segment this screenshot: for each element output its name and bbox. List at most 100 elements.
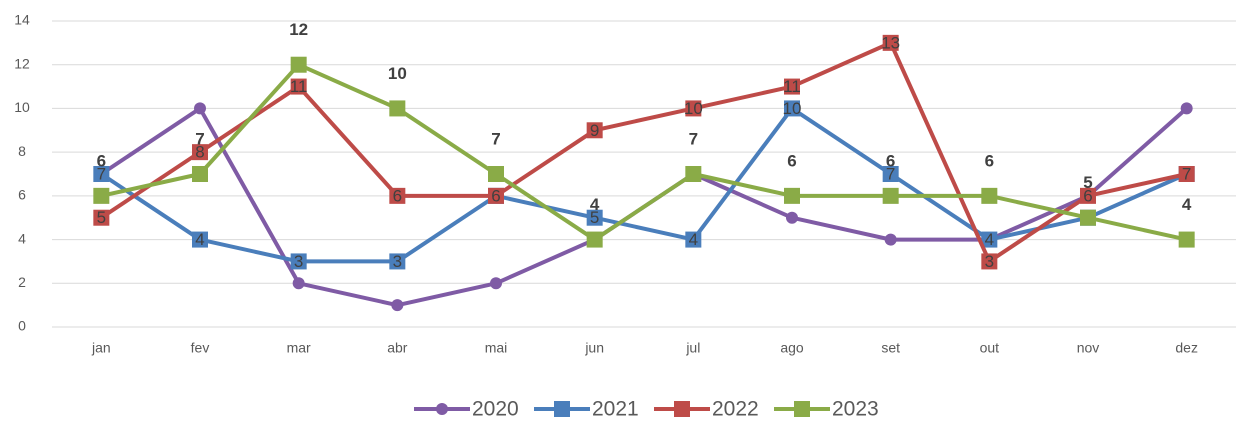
data-label: 11 (783, 77, 801, 96)
marker (93, 187, 110, 204)
legend-marker (794, 401, 810, 417)
data-label: 3 (985, 252, 994, 271)
marker (192, 144, 208, 161)
marker (882, 34, 899, 51)
data-label: 3 (294, 252, 303, 271)
x-tick-label: nov (1077, 340, 1100, 356)
data-label: 6 (1083, 186, 1092, 205)
marker (93, 209, 110, 226)
data-label: 11 (290, 77, 308, 96)
series (93, 56, 1195, 248)
data-label: 7 (195, 129, 204, 148)
marker (488, 187, 504, 204)
data-label: 9 (590, 121, 599, 140)
x-tick-label: out (980, 340, 1000, 356)
x-tick-label: fev (191, 340, 210, 356)
data-label: 10 (684, 99, 703, 118)
marker (194, 102, 206, 115)
x-tick-label: ago (780, 340, 804, 356)
data-label: 5 (590, 208, 599, 227)
marker (786, 211, 798, 224)
legend-marker (436, 403, 448, 415)
marker (884, 233, 897, 246)
marker (1080, 209, 1096, 226)
data-label: 5 (1083, 173, 1092, 192)
x-tick-label: jan (91, 340, 111, 356)
y-tick-label: 2 (18, 274, 26, 290)
marker (784, 187, 800, 204)
marker (290, 56, 307, 73)
legend-marker (674, 401, 690, 417)
marker (389, 100, 406, 117)
data-label: 3 (393, 252, 402, 271)
marker (981, 253, 998, 270)
marker (1178, 231, 1195, 248)
marker (685, 100, 702, 117)
marker (93, 166, 110, 182)
marker (292, 277, 305, 290)
data-label: 6 (97, 151, 106, 170)
x-tick-label: jul (685, 340, 700, 356)
data-label: 6 (886, 151, 895, 170)
data-label: 7 (886, 164, 895, 183)
marker (1178, 166, 1195, 182)
marker (488, 166, 504, 182)
data-label: 4 (689, 230, 698, 249)
data-label: 4 (195, 230, 204, 249)
data-label: 10 (783, 99, 802, 118)
marker (981, 187, 998, 204)
data-label: 4 (1182, 195, 1192, 214)
marker (784, 78, 800, 95)
data-label: 4 (985, 230, 994, 249)
data-label: 7 (689, 129, 698, 148)
series (93, 34, 1195, 270)
marker (784, 100, 800, 117)
data-label: 12 (289, 20, 308, 39)
marker (192, 166, 208, 182)
x-tick-label: dez (1175, 340, 1198, 356)
marker (685, 231, 702, 248)
line (100, 40, 1188, 264)
x-tick-label: mai (485, 340, 508, 356)
y-tick-label: 4 (18, 230, 26, 246)
x-tick-label: jun (584, 340, 604, 356)
y-tick-label: 8 (18, 143, 26, 159)
marker (192, 231, 208, 248)
legend-label: 2023 (832, 398, 879, 421)
x-tick-label: mar (287, 340, 311, 356)
data-label: 13 (881, 33, 900, 52)
marker (586, 231, 603, 248)
legend-item: 2023 (774, 398, 879, 421)
x-tick-label: set (881, 340, 900, 356)
marker (1180, 102, 1193, 115)
data-label: 4 (590, 195, 600, 214)
marker (490, 277, 502, 290)
legend-item: 2022 (654, 398, 759, 421)
data-label: 6 (393, 186, 402, 205)
legend-marker (554, 401, 570, 417)
marker (586, 209, 603, 226)
marker (685, 166, 702, 182)
data-label: 7 (1182, 164, 1191, 183)
marker (290, 78, 307, 95)
legend-label: 2020 (472, 398, 519, 421)
marker (586, 122, 603, 139)
line (100, 106, 1188, 264)
marker (882, 187, 899, 204)
marker (290, 253, 307, 270)
marker (981, 231, 998, 248)
data-label: 5 (97, 208, 106, 227)
marker (882, 166, 899, 182)
y-tick-label: 10 (14, 99, 30, 115)
line (100, 62, 1188, 242)
series (93, 100, 1195, 270)
legend-item: 2021 (534, 398, 639, 421)
legend-label: 2021 (592, 398, 639, 421)
data-label: 6 (985, 151, 994, 170)
data-label: 10 (388, 64, 407, 83)
y-tick-label: 0 (18, 318, 26, 334)
x-tick-label: abr (387, 340, 408, 356)
y-tick-label: 6 (18, 187, 26, 203)
legend-item: 2020 (414, 398, 519, 421)
